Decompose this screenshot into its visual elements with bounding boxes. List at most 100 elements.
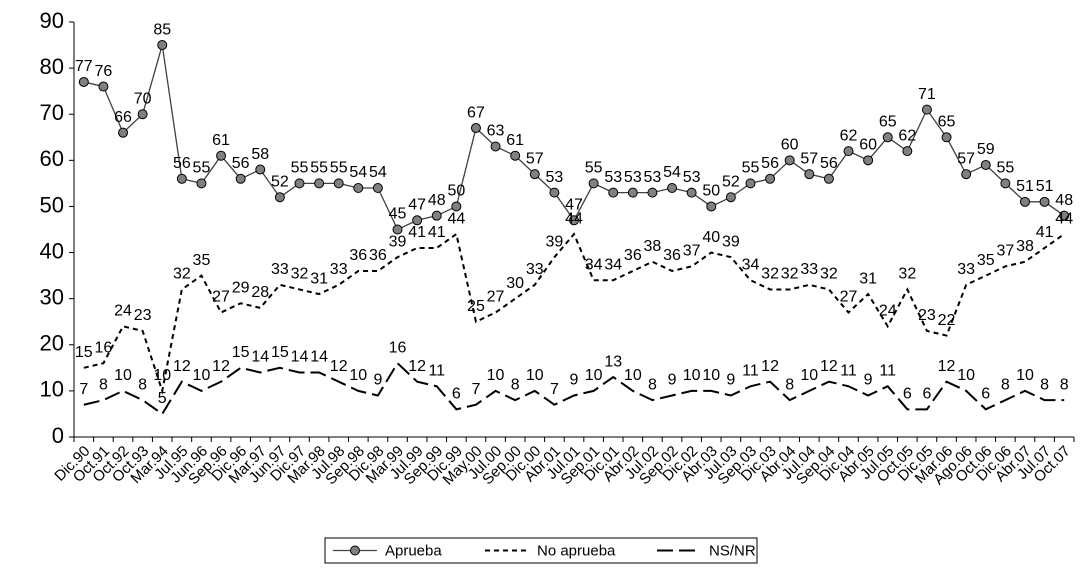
data-label: 34: [585, 256, 603, 273]
point: [176, 173, 187, 184]
point: [765, 173, 776, 184]
point: [843, 146, 854, 157]
data-label: 10: [526, 367, 544, 384]
legend-marker: [350, 545, 360, 556]
data-label: 22: [938, 312, 956, 329]
data-label: 11: [879, 362, 896, 379]
data-label: 12: [761, 358, 779, 375]
data-label: 12: [408, 358, 426, 375]
data-label: 6: [922, 386, 931, 403]
data-label: 44: [1055, 210, 1073, 227]
data-label: 54: [349, 164, 367, 181]
y-tick-label: 40: [40, 238, 64, 263]
data-label: 34: [604, 256, 622, 273]
data-label: 53: [683, 169, 701, 186]
point: [804, 169, 815, 180]
data-label: 7: [472, 381, 481, 398]
data-label: 58: [251, 146, 269, 163]
point: [294, 178, 305, 189]
data-label: 24: [879, 303, 897, 320]
data-label: 29: [232, 279, 250, 296]
data-label: 39: [722, 233, 740, 250]
data-label: 31: [310, 270, 328, 287]
data-label: 56: [173, 155, 191, 172]
data-label: 34: [742, 256, 760, 273]
data-label: 53: [624, 169, 642, 186]
data-label: 23: [918, 307, 936, 324]
point: [118, 127, 129, 138]
data-label: 8: [511, 376, 520, 393]
data-label: 10: [114, 367, 132, 384]
y-tick-label: 50: [40, 192, 64, 217]
data-label: 35: [977, 252, 995, 269]
data-label: 10: [1016, 367, 1034, 384]
point: [98, 81, 109, 92]
data-label: 50: [702, 183, 720, 200]
point: [451, 201, 462, 212]
data-label: 10: [487, 367, 505, 384]
point: [490, 141, 501, 152]
data-label: 12: [212, 358, 230, 375]
data-label: 8: [648, 376, 657, 393]
data-label: 57: [957, 150, 975, 167]
data-label: 48: [1055, 192, 1073, 209]
data-label: 65: [938, 113, 956, 130]
data-label: 11: [742, 362, 759, 379]
point: [412, 215, 423, 226]
data-label: 33: [800, 261, 818, 278]
data-label: 9: [864, 372, 873, 389]
data-label: 55: [330, 160, 348, 177]
data-label: 66: [114, 109, 132, 126]
data-label: 12: [938, 358, 956, 375]
data-label: 33: [526, 261, 544, 278]
data-label: 65: [879, 113, 897, 130]
data-label: 9: [726, 372, 735, 389]
point: [549, 187, 560, 198]
data-label: 7: [550, 381, 559, 398]
data-label: 31: [859, 270, 877, 287]
data-label: 16: [95, 339, 113, 356]
point: [725, 192, 736, 203]
data-label: 53: [644, 169, 662, 186]
data-label: 30: [506, 275, 524, 292]
data-label: 16: [389, 339, 407, 356]
data-label: 37: [996, 243, 1014, 260]
legend-label: No aprueba: [537, 542, 616, 559]
data-label: 39: [545, 233, 563, 250]
data-label: 63: [487, 123, 505, 140]
data-label: 33: [957, 261, 975, 278]
data-label: 8: [785, 376, 794, 393]
point: [255, 164, 266, 175]
point: [902, 146, 913, 157]
data-label: 59: [977, 141, 995, 158]
data-label: 36: [369, 247, 387, 264]
data-label: 55: [193, 160, 211, 177]
point: [333, 178, 344, 189]
data-label: 12: [173, 358, 191, 375]
point: [235, 173, 246, 184]
point: [529, 169, 540, 180]
data-label: 28: [251, 284, 269, 301]
data-label: 9: [570, 372, 579, 389]
point: [372, 183, 383, 193]
data-label: 38: [644, 238, 662, 255]
point: [137, 109, 148, 120]
data-label: 8: [1040, 376, 1049, 393]
data-label: 36: [349, 247, 367, 264]
data-label: 10: [585, 367, 603, 384]
data-label: 10: [957, 367, 975, 384]
data-label: 56: [761, 155, 779, 172]
data-label: 50: [447, 183, 465, 200]
data-label: 60: [859, 137, 877, 154]
point: [510, 150, 521, 161]
series-line: [83, 232, 1065, 395]
data-label: 8: [1060, 376, 1069, 393]
data-label: 77: [75, 58, 93, 75]
data-label: 55: [291, 160, 309, 177]
data-label: 41: [408, 224, 426, 241]
data-label: 39: [389, 233, 407, 250]
data-label: 57: [800, 150, 818, 167]
data-label: 56: [820, 155, 838, 172]
y-tick-label: 10: [40, 377, 64, 402]
data-label: 47: [408, 196, 426, 213]
